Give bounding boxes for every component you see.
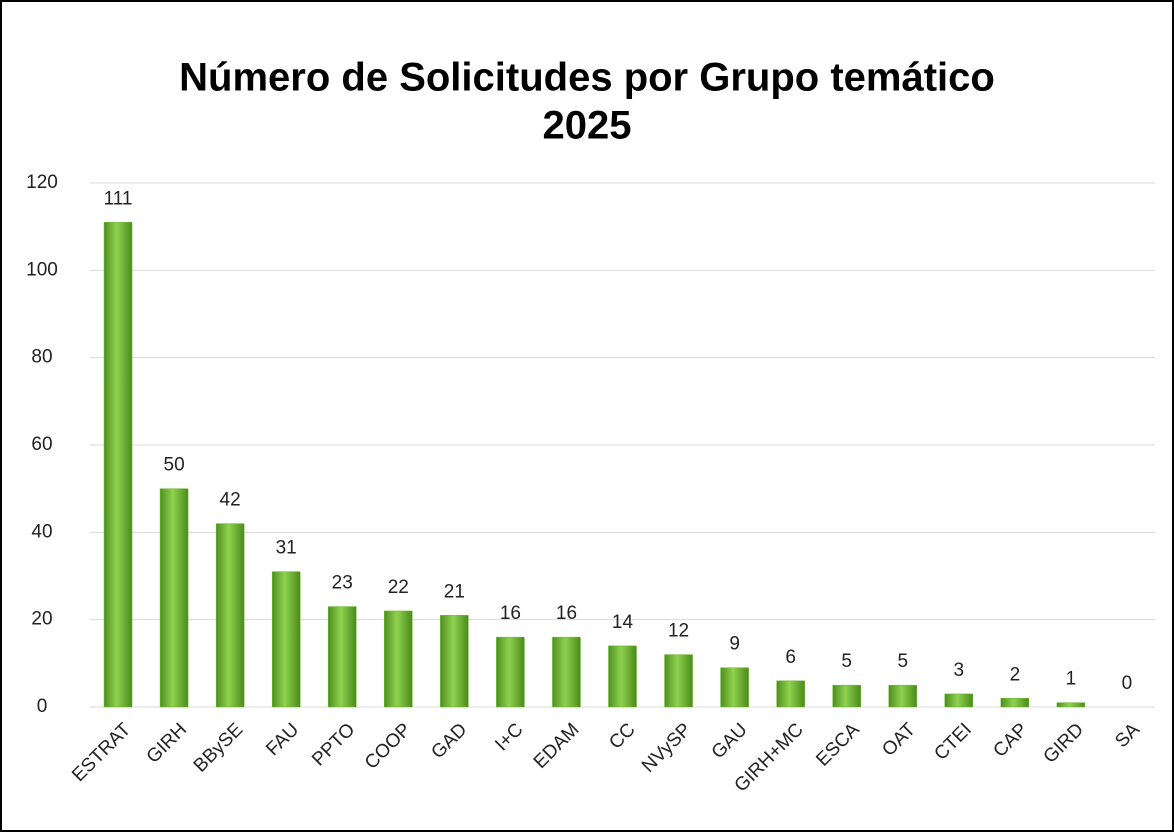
bar [776, 680, 805, 708]
chart-title: Número de Solicitudes por Grupo temático [179, 56, 995, 100]
bar [552, 636, 581, 708]
y-tick-label: 20 [31, 609, 52, 630]
data-label: 21 [444, 581, 465, 602]
y-tick-label: 60 [31, 434, 52, 455]
bar [720, 667, 749, 708]
bar [496, 636, 525, 708]
y-tick-label: 0 [37, 696, 48, 717]
bar [1000, 698, 1030, 708]
bar [271, 571, 301, 708]
data-label: 5 [897, 651, 908, 672]
data-label: 16 [556, 603, 577, 624]
bar [1056, 702, 1086, 708]
data-label: 2 [1010, 664, 1021, 685]
bar [215, 523, 245, 708]
bar [384, 610, 413, 708]
bar [440, 615, 469, 708]
bar [608, 645, 637, 708]
data-label: 12 [668, 621, 689, 642]
data-label: 31 [276, 538, 297, 559]
chart-title: 2025 [543, 104, 632, 148]
data-label: 111 [104, 188, 133, 209]
bar [159, 488, 189, 708]
bar [832, 684, 861, 708]
bar [103, 222, 133, 708]
data-label: 14 [612, 612, 634, 633]
data-label: 6 [785, 647, 796, 668]
data-label: 5 [841, 651, 852, 672]
data-label: 1 [1066, 669, 1077, 690]
y-tick-label: 120 [26, 172, 58, 193]
data-label: 0 [1122, 673, 1133, 694]
data-label: 42 [220, 490, 241, 511]
bar [664, 654, 693, 708]
bar [944, 693, 974, 708]
data-label: 3 [954, 660, 965, 681]
data-label: 16 [500, 603, 521, 624]
y-tick-label: 100 [26, 259, 58, 280]
data-label: 9 [729, 634, 740, 655]
data-label: 22 [388, 577, 409, 598]
bar [327, 606, 357, 708]
y-tick-label: 40 [31, 521, 52, 542]
bar [888, 684, 918, 708]
data-label: 23 [332, 573, 353, 594]
y-tick-label: 80 [31, 347, 52, 368]
data-label: 50 [164, 455, 185, 476]
